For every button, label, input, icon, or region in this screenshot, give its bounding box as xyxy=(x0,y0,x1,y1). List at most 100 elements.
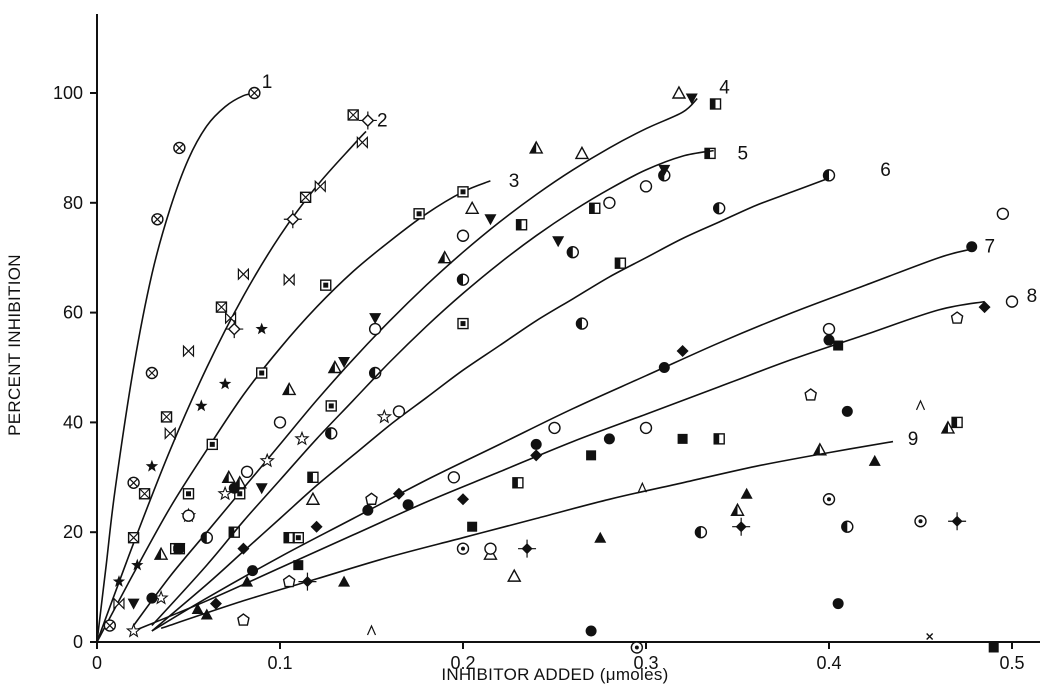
x-tick-label: 0.3 xyxy=(633,653,658,673)
data-point-8-circle-fill xyxy=(603,433,615,445)
data-point-7-circle-fill xyxy=(966,241,978,253)
data-point-2-sq-x xyxy=(138,488,151,500)
data-point-9-circle-dot xyxy=(456,542,470,555)
data-point-8-pentagon xyxy=(365,492,378,505)
data-point-4-tri-down-fill xyxy=(484,214,497,226)
data-point-5-sq-half xyxy=(515,219,528,231)
data-point-3-sq-dot xyxy=(457,186,469,198)
ticks: 0 0.1 0.2 0.3 0.4 0.5 0 20 40 60 80 100 xyxy=(53,83,1025,673)
data-point-3-sq-dot xyxy=(234,488,246,500)
data-point-8-sq-fill xyxy=(586,450,597,461)
data-point-9-tri-fill xyxy=(740,487,753,499)
data-point-9-tri-half xyxy=(812,442,828,456)
data-point-6-circle-open xyxy=(639,180,653,193)
data-point-6-circle-half xyxy=(822,169,836,182)
data-point-9-circle-fill xyxy=(585,625,597,637)
data-point-6-star-open xyxy=(217,485,233,501)
data-point-5-circle-open xyxy=(603,196,616,210)
data-point-5-circle-half xyxy=(658,169,671,182)
data-point-2-sq-x xyxy=(299,191,312,204)
curve-6 xyxy=(151,177,830,632)
data-point-8-diamond-fill xyxy=(530,449,543,462)
curve-8 xyxy=(133,300,985,632)
data-point-9-circle-dot xyxy=(914,515,927,528)
data-point-9-caret xyxy=(366,624,377,636)
data-point-2-bowtie xyxy=(237,267,249,281)
curve-9 xyxy=(160,440,894,630)
data-point-9-diamond-cross-fill xyxy=(518,539,537,558)
y-tick-label: 100 xyxy=(53,83,83,103)
data-point-7-circle-fill xyxy=(841,405,853,417)
y-tick-label: 0 xyxy=(73,632,83,652)
curve-label-7: 7 xyxy=(985,237,996,258)
data-point-4-tri-down-fill xyxy=(255,483,268,495)
data-point-9-caret xyxy=(637,481,647,493)
data-point-7-circle-fill xyxy=(146,592,158,604)
data-points xyxy=(103,85,1019,654)
data-point-3-star xyxy=(131,558,144,571)
data-point-2-sq-x xyxy=(160,411,173,423)
data-point-8-pentagon xyxy=(237,613,250,626)
data-point-2-bowtie xyxy=(314,179,326,193)
data-point-9-sq-fill xyxy=(467,521,478,532)
data-point-3-star xyxy=(195,399,208,412)
curve-label-4: 4 xyxy=(719,78,730,99)
data-point-9-circle-half xyxy=(694,526,708,539)
data-point-5-circle-half xyxy=(368,366,382,380)
data-point-9-sq-fill xyxy=(988,642,999,653)
data-point-3-star xyxy=(255,322,268,335)
data-point-6-circle-open xyxy=(182,509,195,522)
data-point-2-diamond-cross xyxy=(225,320,244,339)
data-point-9-tri-half xyxy=(730,502,745,516)
data-point-7-circle-fill xyxy=(362,504,374,516)
curve-7 xyxy=(151,248,971,632)
data-point-4-tri-half xyxy=(221,469,236,483)
data-point-7-circle-open xyxy=(548,421,561,435)
data-point-7-circle-open xyxy=(447,471,461,484)
data-point-4-tri-open xyxy=(574,145,590,160)
data-point-9-tri-fill xyxy=(868,454,881,466)
data-point-5-sq-half xyxy=(283,531,295,544)
data-point-9-circle-dot xyxy=(630,641,644,654)
curve-4 xyxy=(132,97,698,626)
data-point-3-sq-dot xyxy=(413,208,425,220)
data-point-6-star-open xyxy=(376,408,393,424)
data-point-9-circle-dot xyxy=(822,493,836,506)
data-point-4-sq-half xyxy=(709,98,722,110)
data-point-8-diamond-fill xyxy=(978,301,991,314)
data-point-8-diamond-fill xyxy=(457,493,469,506)
data-point-8-sq-fill xyxy=(833,340,844,351)
data-point-7-circle-fill xyxy=(228,482,240,494)
x-tick-label: 0 xyxy=(92,653,102,673)
data-point-4-tri-open xyxy=(671,85,687,99)
data-point-9-tri-fill xyxy=(241,575,254,587)
data-point-8-diamond-fill xyxy=(209,597,222,610)
curve-1 xyxy=(96,92,257,643)
data-point-7-circle-open xyxy=(639,421,653,435)
data-point-8-pentagon xyxy=(804,388,817,401)
data-point-5-circle-half xyxy=(456,273,470,286)
data-point-7-circle-half xyxy=(325,427,338,440)
data-point-4-tri-half xyxy=(281,381,297,396)
data-point-4-tri-down-fill xyxy=(552,236,565,248)
data-point-6-circle-half xyxy=(575,317,589,330)
data-point-9-tri-fill xyxy=(200,608,213,620)
data-point-9-tri-half xyxy=(940,420,956,434)
data-point-1-open-x xyxy=(103,619,117,632)
data-point-1-open-x xyxy=(248,86,261,100)
data-point-3-sq-dot xyxy=(292,531,304,544)
data-point-6-circle-open xyxy=(273,416,287,429)
data-point-9-tri-open xyxy=(507,568,522,582)
data-point-4-tri-down-fill xyxy=(338,357,351,369)
data-point-1-open-x xyxy=(145,366,159,380)
data-point-3-sq-dot xyxy=(325,400,337,412)
data-point-4-tri-half xyxy=(437,250,452,264)
data-point-8-sq-half xyxy=(951,416,963,429)
curve-labels: 1 2 3 4 5 6 7 8 9 xyxy=(262,72,1038,450)
data-point-7-circle-fill xyxy=(823,334,835,346)
data-point-4-tri-down-fill xyxy=(127,598,140,610)
curve-label-3: 3 xyxy=(509,171,520,192)
data-point-3-star xyxy=(145,459,159,472)
data-point-5-sq-half xyxy=(614,257,627,269)
data-point-2-bowtie xyxy=(224,311,237,325)
